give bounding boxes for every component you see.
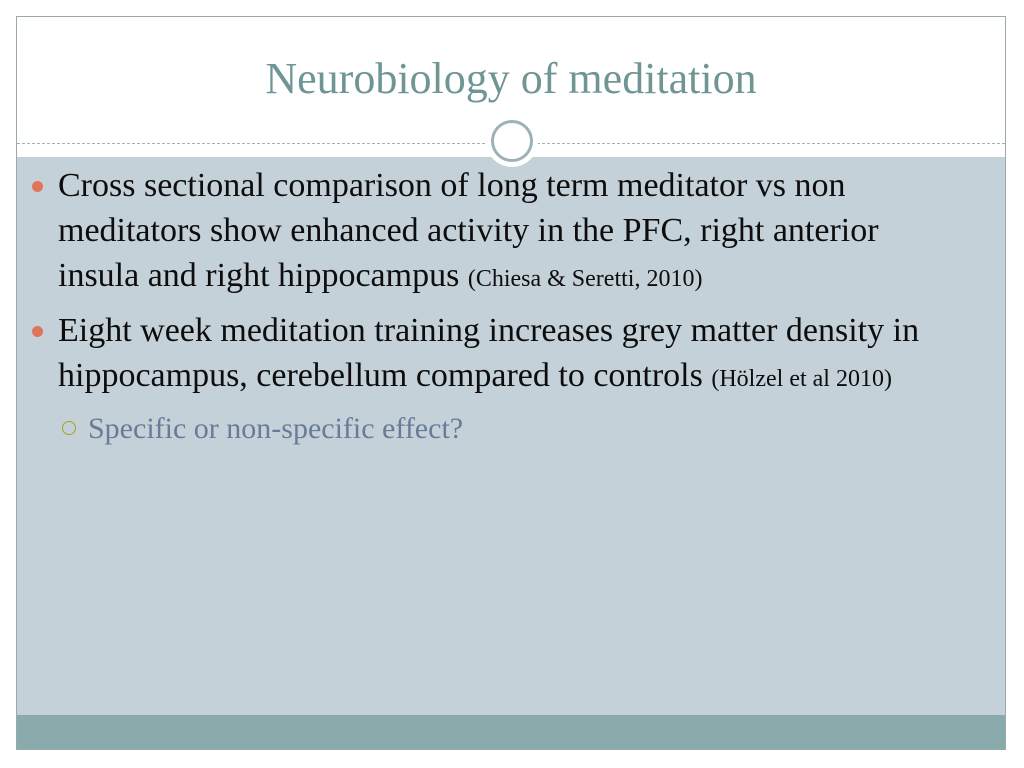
bullet-list: Cross sectional comparison of long term … bbox=[28, 163, 958, 450]
bullet-dot-icon bbox=[32, 181, 43, 192]
bullet-citation: (Chiesa & Seretti, 2010) bbox=[467, 266, 703, 292]
slide: Neurobiology of meditation bbox=[16, 16, 1006, 750]
bullet-item-1: Cross sectional comparison of long term … bbox=[28, 163, 958, 302]
slide-title: Neurobiology of meditation bbox=[265, 54, 757, 103]
bullet-citation: (Hölzel et al 2010) bbox=[711, 366, 892, 392]
footer-band bbox=[17, 715, 1005, 749]
ring-ornament-icon bbox=[486, 115, 538, 167]
content-area bbox=[17, 157, 1005, 717]
bullet-dot-icon bbox=[32, 326, 43, 337]
bullet-text: Eight week meditation training increases… bbox=[58, 312, 920, 394]
bullet-text: Cross sectional comparison of long term … bbox=[58, 167, 879, 294]
bullet-item-2: Eight week meditation training increases… bbox=[28, 308, 958, 402]
hollow-circle-icon bbox=[62, 421, 76, 435]
sub-bullet-item: Specific or non-specific effect? bbox=[28, 408, 958, 450]
sub-bullet-text: Specific or non-specific effect? bbox=[88, 412, 464, 445]
